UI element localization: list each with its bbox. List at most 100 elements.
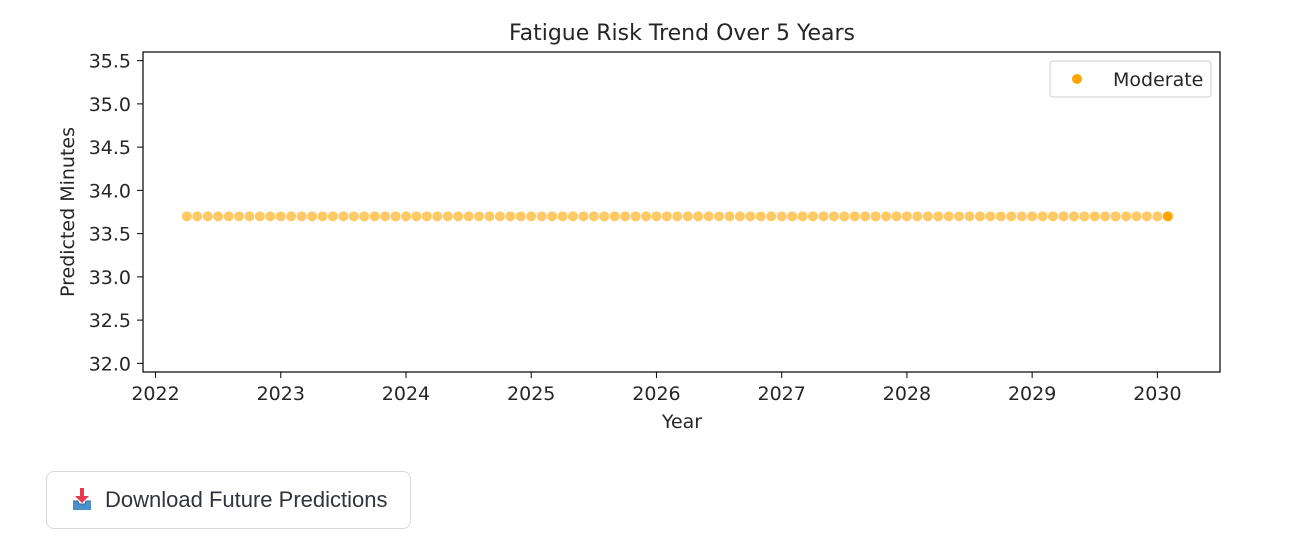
data-point: [588, 211, 599, 222]
legend: Moderate: [1049, 60, 1212, 98]
x-tick-label: 2022: [131, 383, 179, 405]
data-point: [1048, 211, 1059, 222]
data-point: [734, 211, 745, 222]
data-point: [1152, 211, 1163, 222]
data-point: [860, 211, 871, 222]
x-axis-label: Year: [661, 411, 702, 433]
data-point: [275, 211, 286, 222]
x-tick-label: 2029: [1008, 383, 1056, 405]
data-point: [787, 211, 798, 222]
data-point: [599, 211, 610, 222]
data-point: [286, 211, 297, 222]
data-point: [995, 211, 1006, 222]
data-point: [369, 211, 380, 222]
data-point: [630, 211, 641, 222]
data-point: [254, 211, 265, 222]
y-axis: 32.0 32.5 33.0 33.5 34.0 34.5 35.0 35.5: [89, 51, 143, 375]
data-point: [494, 211, 505, 222]
data-point: [1058, 211, 1069, 222]
data-point: [964, 211, 975, 222]
data-point: [557, 211, 568, 222]
plot-area: [142, 51, 1221, 373]
chart-container: Fatigue Risk Trend Over 5 Years 2022 2023…: [57, 21, 1221, 433]
data-point: [202, 211, 213, 222]
data-point: [296, 211, 307, 222]
data-point: [1027, 211, 1038, 222]
data-point: [620, 211, 631, 222]
data-point: [515, 211, 526, 222]
fatigue-risk-chart: Fatigue Risk Trend Over 5 Years 2022 2023…: [57, 21, 1221, 433]
chart-title: Fatigue Risk Trend Over 5 Years: [509, 21, 855, 46]
data-point: [421, 211, 432, 222]
data-point: [974, 211, 985, 222]
data-point: [380, 211, 391, 222]
data-point: [693, 211, 704, 222]
y-axis-label: Predicted Minutes: [57, 127, 79, 297]
download-button-label: Download Future Predictions: [105, 487, 388, 512]
data-point: [213, 211, 224, 222]
y-tick-label: 35.5: [89, 51, 131, 73]
data-point: [348, 211, 359, 222]
data-point: [661, 211, 672, 222]
data-point: [985, 211, 996, 222]
data-point: [703, 211, 714, 222]
data-point: [651, 211, 662, 222]
data-point: [317, 211, 328, 222]
data-point: [714, 211, 725, 222]
data-point: [526, 211, 537, 222]
x-tick-label: 2028: [883, 383, 931, 405]
data-point: [1016, 211, 1027, 222]
series-moderate: [181, 211, 1173, 222]
data-point: [807, 211, 818, 222]
x-tick-label: 2025: [507, 383, 555, 405]
data-point: [1121, 211, 1132, 222]
data-point: [755, 211, 766, 222]
data-point: [234, 211, 245, 222]
data-point: [1037, 211, 1048, 222]
x-tick-label: 2024: [382, 383, 430, 405]
y-tick-label: 33.5: [89, 224, 131, 246]
data-point: [1110, 211, 1121, 222]
y-tick-label: 32.5: [89, 310, 131, 332]
data-point: [609, 211, 620, 222]
download-future-predictions-button[interactable]: Download Future Predictions: [46, 471, 411, 529]
data-point: [442, 211, 453, 222]
x-tick-label: 2030: [1133, 383, 1181, 405]
data-point: [1089, 211, 1100, 222]
data-point: [766, 211, 777, 222]
data-point: [474, 211, 485, 222]
data-point: [933, 211, 944, 222]
legend-marker-moderate: [1072, 74, 1082, 84]
data-point: [1068, 211, 1079, 222]
data-point: [891, 211, 902, 222]
data-point: [912, 211, 923, 222]
data-point: [849, 211, 860, 222]
data-point: [265, 211, 276, 222]
data-point: [954, 211, 965, 222]
data-point: [828, 211, 839, 222]
data-point: [484, 211, 495, 222]
data-point: [307, 211, 318, 222]
data-point: [1100, 211, 1111, 222]
data-point: [192, 211, 203, 222]
data-point: [776, 211, 787, 222]
y-tick-label: 34.0: [89, 180, 131, 202]
y-tick-label: 34.5: [89, 137, 131, 159]
data-point: [432, 211, 443, 222]
data-point: [547, 211, 558, 222]
data-point: [223, 211, 234, 222]
data-point: [1079, 211, 1090, 222]
data-point: [922, 211, 933, 222]
x-tick-label: 2023: [257, 383, 305, 405]
data-point: [682, 211, 693, 222]
y-tick-label: 32.0: [89, 353, 131, 375]
data-point: [411, 211, 422, 222]
data-point: [505, 211, 516, 222]
data-point: [567, 211, 578, 222]
data-point: [327, 211, 338, 222]
data-point: [943, 211, 954, 222]
data-point: [453, 211, 464, 222]
data-point: [672, 211, 683, 222]
data-point: [870, 211, 881, 222]
data-point: [578, 211, 589, 222]
